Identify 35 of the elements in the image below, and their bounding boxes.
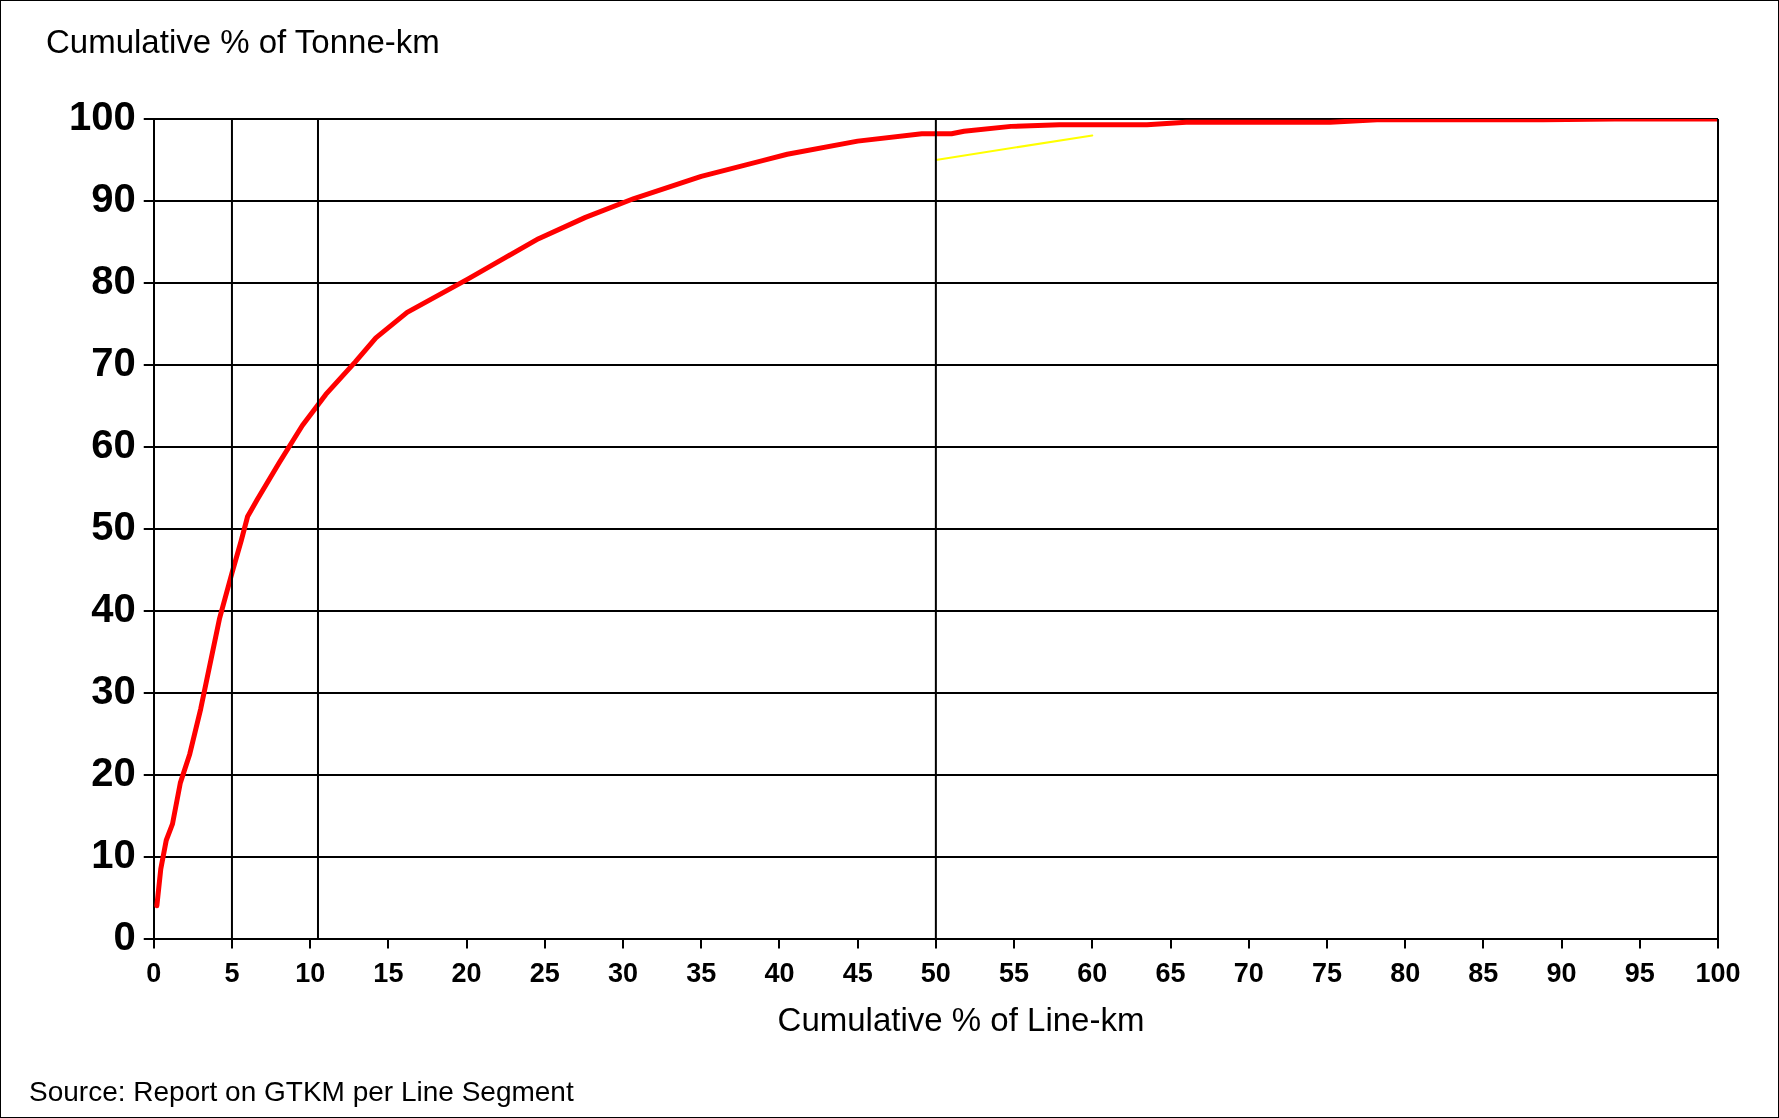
y-tick-label: 50	[91, 503, 136, 548]
y-tick-label: 60	[91, 421, 136, 466]
x-axis-title: Cumulative % of Line-km	[776, 1001, 1146, 1039]
y-tick-label: 80	[91, 257, 136, 302]
x-tick-label: 40	[764, 958, 795, 989]
x-tick-label: 10	[295, 958, 326, 989]
y-tick-label: 10	[91, 831, 136, 876]
x-tick-label: 65	[1155, 958, 1186, 989]
y-tick-label: 70	[91, 339, 136, 384]
x-tick-label: 0	[146, 958, 162, 989]
x-tick-label: 30	[607, 958, 639, 989]
x-tick-label: 20	[451, 958, 482, 989]
x-tick-label: 70	[1233, 958, 1264, 989]
y-tick-label: 0	[113, 913, 136, 958]
x-tick-label: 15	[373, 958, 404, 989]
x-tick-label: 35	[686, 958, 717, 989]
x-tick-label: 45	[842, 958, 873, 989]
y-axis-title: Cumulative % of Tonne-km	[46, 23, 440, 61]
y-tick-label: 90	[91, 175, 136, 220]
y-tick-label: 30	[91, 667, 136, 712]
y-tick-label: 20	[91, 749, 136, 794]
x-tick-label: 50	[920, 958, 951, 989]
source-note: Source: Report on GTKM per Line Segment	[29, 1076, 574, 1108]
x-tick-label: 95	[1624, 958, 1655, 989]
x-tick-label: 60	[1077, 958, 1108, 989]
x-tick-label: 55	[999, 958, 1030, 989]
y-tick-label: 100	[68, 94, 136, 139]
x-tick-label: 80	[1390, 958, 1421, 989]
x-tick-label: 25	[529, 958, 560, 989]
x-tick-label: 75	[1311, 958, 1342, 989]
x-tick-label: 90	[1546, 958, 1577, 989]
y-tick-label: 40	[91, 585, 136, 630]
x-tick-label: 100	[1695, 958, 1741, 989]
x-tick-label: 5	[224, 958, 240, 989]
x-tick-label: 85	[1468, 958, 1499, 989]
